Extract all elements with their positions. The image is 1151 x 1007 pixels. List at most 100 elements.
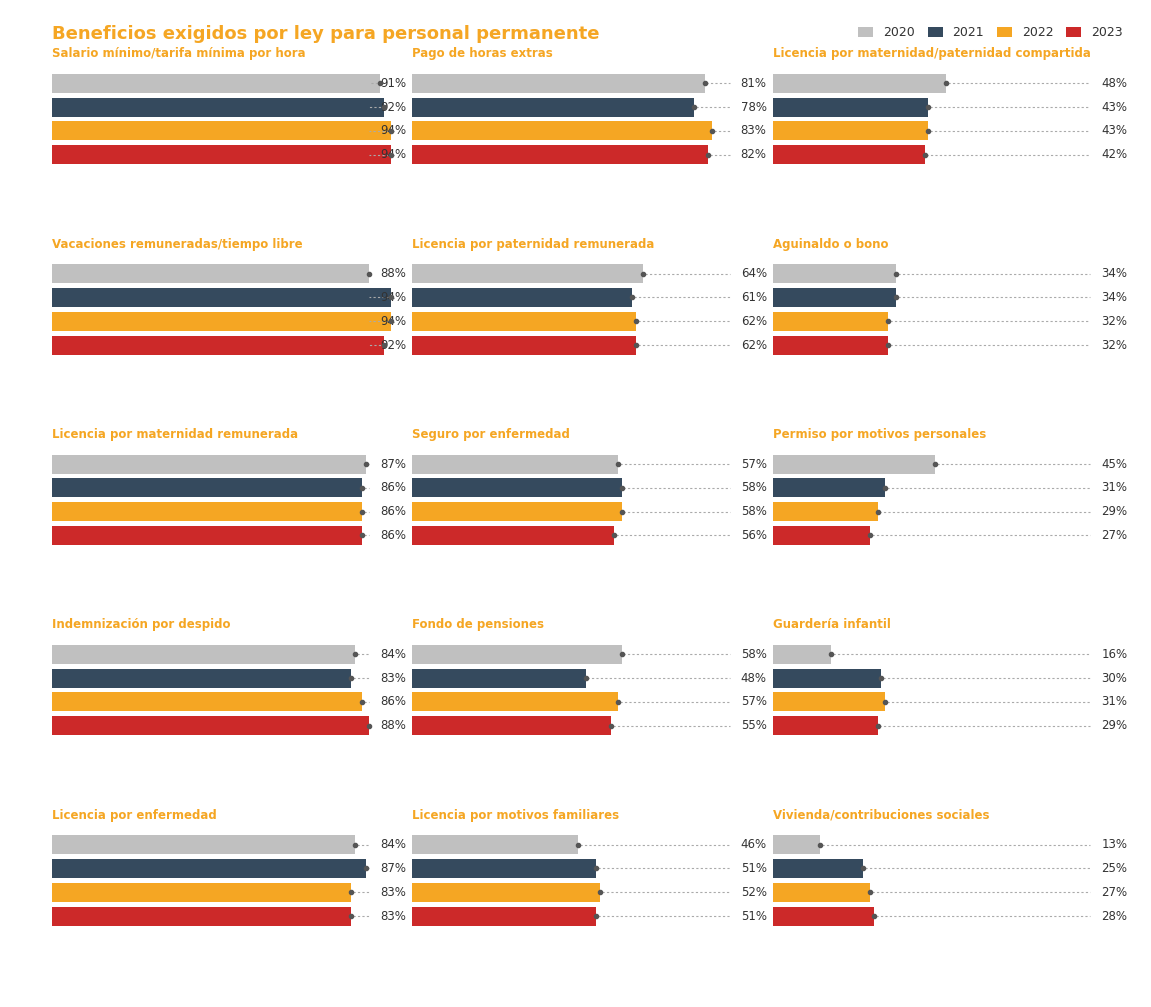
Text: 43%: 43% <box>1102 125 1127 138</box>
Bar <box>773 264 895 283</box>
Bar <box>412 478 622 497</box>
Bar <box>52 288 391 307</box>
Bar <box>412 526 615 545</box>
Bar <box>773 98 928 117</box>
Bar <box>773 478 885 497</box>
Bar <box>52 335 383 354</box>
Text: Licencia por enfermedad: Licencia por enfermedad <box>52 809 216 822</box>
Bar <box>52 145 391 164</box>
Text: Indemnización por despido: Indemnización por despido <box>52 618 230 631</box>
Text: 86%: 86% <box>380 696 406 709</box>
Bar <box>412 98 694 117</box>
Bar <box>412 716 611 735</box>
Text: 58%: 58% <box>740 506 767 519</box>
Text: 27%: 27% <box>1102 886 1127 899</box>
Text: 42%: 42% <box>1102 148 1127 161</box>
Bar <box>52 454 366 473</box>
Bar <box>773 669 882 688</box>
Text: 48%: 48% <box>740 672 767 685</box>
Text: Vivienda/contribuciones sociales: Vivienda/contribuciones sociales <box>773 809 990 822</box>
Bar <box>412 669 586 688</box>
Text: 94%: 94% <box>380 148 406 161</box>
Text: Beneficios exigidos por ley para personal permanente: Beneficios exigidos por ley para persona… <box>52 25 600 43</box>
Text: 34%: 34% <box>1102 267 1127 280</box>
Text: 16%: 16% <box>1102 648 1127 661</box>
Text: Licencia por paternidad remunerada: Licencia por paternidad remunerada <box>412 238 655 251</box>
Bar <box>773 312 889 331</box>
Text: 84%: 84% <box>380 838 406 851</box>
Text: 87%: 87% <box>380 457 406 470</box>
Text: 64%: 64% <box>740 267 767 280</box>
Bar <box>52 906 351 925</box>
Text: 29%: 29% <box>1102 719 1127 732</box>
Bar <box>52 122 391 140</box>
Text: 51%: 51% <box>740 862 767 875</box>
Bar <box>52 883 351 902</box>
Text: 57%: 57% <box>740 457 767 470</box>
Bar <box>773 906 874 925</box>
Text: Seguro por enfermedad: Seguro por enfermedad <box>412 428 570 441</box>
Bar <box>773 716 878 735</box>
Bar <box>773 145 924 164</box>
Text: 58%: 58% <box>740 481 767 494</box>
Bar <box>773 502 878 522</box>
Text: 81%: 81% <box>740 77 767 90</box>
Bar <box>412 264 643 283</box>
Text: 31%: 31% <box>1102 696 1127 709</box>
Text: Pago de horas extras: Pago de horas extras <box>412 47 554 60</box>
Text: 52%: 52% <box>740 886 767 899</box>
Text: 56%: 56% <box>740 529 767 542</box>
Bar <box>412 644 622 664</box>
Text: 83%: 83% <box>380 909 406 922</box>
Bar <box>773 883 870 902</box>
Bar <box>52 98 383 117</box>
Text: 25%: 25% <box>1102 862 1127 875</box>
Bar <box>412 145 708 164</box>
Text: 32%: 32% <box>1102 338 1127 351</box>
Text: 51%: 51% <box>740 909 767 922</box>
Text: 43%: 43% <box>1102 101 1127 114</box>
Text: 86%: 86% <box>380 506 406 519</box>
Text: Vacaciones remuneradas/tiempo libre: Vacaciones remuneradas/tiempo libre <box>52 238 303 251</box>
Bar <box>412 454 618 473</box>
Text: 46%: 46% <box>740 838 767 851</box>
Text: 94%: 94% <box>380 315 406 328</box>
Text: 94%: 94% <box>380 125 406 138</box>
Text: 78%: 78% <box>740 101 767 114</box>
Bar <box>773 74 946 93</box>
Bar <box>52 526 361 545</box>
Text: 27%: 27% <box>1102 529 1127 542</box>
Text: 92%: 92% <box>380 101 406 114</box>
Bar <box>52 693 361 712</box>
Bar <box>412 122 711 140</box>
Text: Permiso por motivos personales: Permiso por motivos personales <box>773 428 986 441</box>
Text: 87%: 87% <box>380 862 406 875</box>
Bar <box>412 312 637 331</box>
Bar <box>773 122 928 140</box>
Text: Licencia por maternidad/paternidad compartida: Licencia por maternidad/paternidad compa… <box>773 47 1091 60</box>
Bar <box>773 859 863 878</box>
Bar <box>412 288 632 307</box>
Bar <box>52 502 361 522</box>
Text: Licencia por maternidad remunerada: Licencia por maternidad remunerada <box>52 428 298 441</box>
Bar <box>52 669 351 688</box>
Bar <box>412 693 618 712</box>
Text: 29%: 29% <box>1102 506 1127 519</box>
Text: 86%: 86% <box>380 481 406 494</box>
Text: 86%: 86% <box>380 529 406 542</box>
Bar <box>773 454 936 473</box>
Text: 83%: 83% <box>380 886 406 899</box>
Bar <box>412 883 600 902</box>
Bar <box>52 312 391 331</box>
Text: 34%: 34% <box>1102 291 1127 304</box>
Bar <box>52 644 355 664</box>
Text: 58%: 58% <box>740 648 767 661</box>
Text: 88%: 88% <box>380 719 406 732</box>
Text: 30%: 30% <box>1102 672 1127 685</box>
Bar <box>412 906 596 925</box>
Text: 94%: 94% <box>380 291 406 304</box>
Text: 62%: 62% <box>740 315 767 328</box>
Bar <box>52 859 366 878</box>
Text: 57%: 57% <box>740 696 767 709</box>
Text: Aguinaldo o bono: Aguinaldo o bono <box>773 238 889 251</box>
